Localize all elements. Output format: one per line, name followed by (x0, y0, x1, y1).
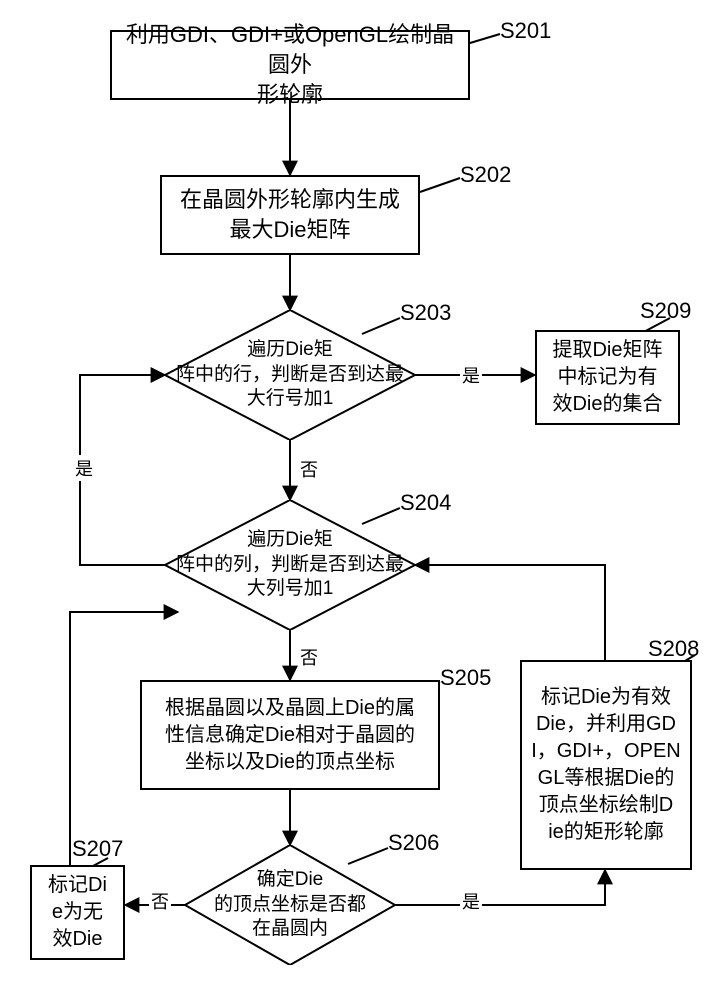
node-s208: 标记Die为有效Die，并利用GDI，GDI+，OPENGL等根据Die的顶点坐… (520, 660, 692, 870)
step-label-s202: S202 (460, 162, 511, 188)
node-s204-text: 遍历Die矩阵中的列，判断是否到达最大列号加1 (166, 528, 414, 602)
node-s203: 遍历Die矩阵中的行，判断是否到达最大行号加1 (165, 310, 415, 440)
step-label-s204: S204 (400, 490, 451, 516)
step-label-s206: S206 (388, 830, 439, 856)
node-s202-text: 在晶圆外形轮廓内生成最大Die矩阵 (180, 185, 400, 244)
edge-s203-yes: 是 (460, 362, 482, 388)
edge-s206-no: 否 (149, 888, 171, 914)
node-s203-text: 遍历Die矩阵中的行，判断是否到达最大行号加1 (166, 338, 414, 412)
edge-s203-no: 否 (298, 456, 320, 482)
edge-s204-no: 否 (298, 644, 320, 670)
node-s206-text: 确定Die的顶点坐标是否都在晶圆内 (204, 868, 376, 942)
step-label-s208: S208 (648, 636, 699, 662)
step-label-s209: S209 (640, 298, 691, 324)
step-label-s207: S207 (72, 836, 123, 862)
node-s204: 遍历Die矩阵中的列，判断是否到达最大列号加1 (165, 500, 415, 630)
node-s201: 利用GDI、GDI+或OpenGL绘制晶圆外形轮廓 (110, 30, 470, 100)
node-s205: 根据晶圆以及晶圆上Die的属性信息确定Die相对于晶圆的坐标以及Die的顶点坐标 (140, 680, 440, 790)
node-s202: 在晶圆外形轮廓内生成最大Die矩阵 (160, 175, 420, 255)
step-label-s205: S205 (440, 665, 491, 691)
node-s209: 提取Die矩阵中标记为有效Die的集合 (535, 330, 680, 425)
edge-s204-yes: 是 (73, 455, 95, 481)
node-s206: 确定Die的顶点坐标是否都在晶圆内 (185, 845, 395, 965)
node-s201-text: 利用GDI、GDI+或OpenGL绘制晶圆外形轮廓 (120, 20, 460, 109)
step-label-s201: S201 (500, 18, 551, 44)
node-s207-text: 标记Die为无效Die (48, 872, 107, 953)
edge-s206-yes: 是 (460, 888, 482, 914)
step-label-s203: S203 (400, 300, 451, 326)
node-s205-text: 根据晶圆以及晶圆上Die的属性信息确定Die相对于晶圆的坐标以及Die的顶点坐标 (165, 695, 415, 776)
node-s207: 标记Die为无效Die (30, 865, 125, 960)
node-s209-text: 提取Die矩阵中标记为有效Die的集合 (552, 337, 662, 418)
node-s208-text: 标记Die为有效Die，并利用GDI，GDI+，OPENGL等根据Die的顶点坐… (531, 684, 680, 846)
